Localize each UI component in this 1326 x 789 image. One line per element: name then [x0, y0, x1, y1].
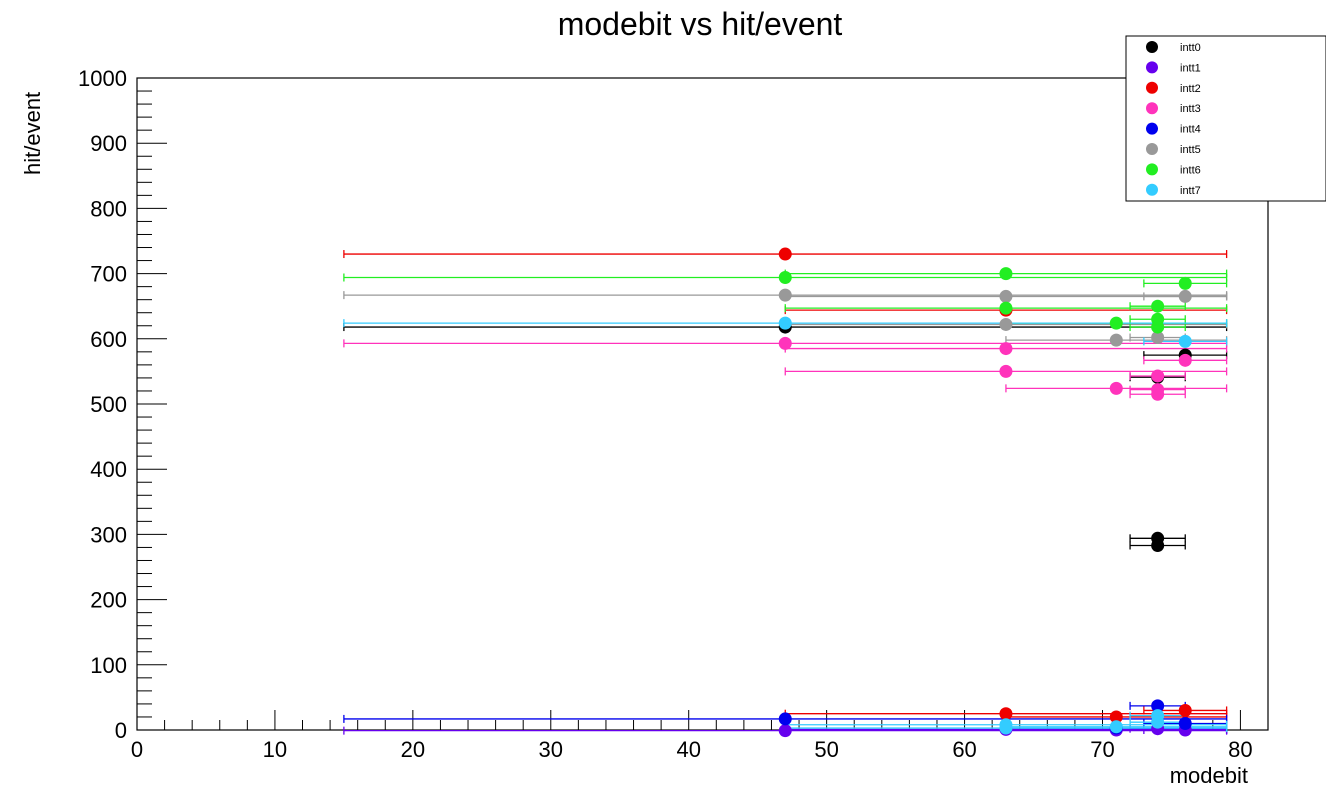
data-point-intt7 [1151, 715, 1165, 729]
data-point-intt3 [999, 342, 1013, 356]
legend-label-intt5: intt5 [1180, 144, 1201, 156]
x-tick-label: 10 [263, 737, 287, 762]
legend-label-intt3: intt3 [1180, 103, 1201, 115]
data-point-intt6 [1109, 316, 1123, 330]
data-point-intt3 [778, 336, 792, 350]
data-point-intt3 [1151, 369, 1165, 383]
y-tick-label: 900 [90, 131, 127, 156]
data-markers [778, 247, 1192, 738]
data-point-intt0 [1151, 538, 1165, 552]
data-point-intt7 [1109, 720, 1123, 734]
legend-label-intt0: intt0 [1180, 42, 1201, 54]
data-point-intt3 [1109, 381, 1123, 395]
data-point-intt2 [1109, 710, 1123, 724]
x-tick-label: 20 [401, 737, 425, 762]
y-tick-label: 0 [115, 718, 127, 743]
legend-label-intt6: intt6 [1180, 164, 1201, 176]
x-axis-title: modebit [1170, 763, 1248, 788]
y-tick-label: 800 [90, 196, 127, 221]
data-point-intt7 [778, 316, 792, 330]
legend-marker-intt2 [1146, 81, 1158, 94]
data-point-intt2 [999, 707, 1013, 721]
data-point-intt6 [999, 301, 1013, 315]
legend: intt0 intt1 intt2 intt3 intt4 intt5 intt6 intt7 [1125, 35, 1326, 202]
axes: 0 10 20 30 40 50 60 70 8001002003004005006007008… [78, 66, 1269, 762]
y-tick-label: 500 [90, 392, 127, 417]
x-tick-label: 80 [1228, 737, 1252, 762]
data-point-intt5 [999, 317, 1013, 331]
data-point-intt6 [1178, 276, 1192, 290]
y-tick-label: 300 [90, 522, 127, 547]
y-tick-label: 100 [90, 653, 127, 678]
x-tick-label: 50 [814, 737, 838, 762]
data-point-intt7 [999, 721, 1013, 735]
data-point-intt6 [778, 271, 792, 285]
legend-marker-intt3 [1146, 102, 1158, 115]
data-point-intt6 [1151, 299, 1165, 313]
data-point-intt4 [1178, 716, 1192, 730]
legend-marker-intt6 [1146, 163, 1158, 176]
data-point-intt4 [1151, 699, 1165, 713]
legend-marker-intt4 [1146, 122, 1158, 135]
data-point-intt3 [999, 364, 1013, 378]
data-point-intt6 [999, 267, 1013, 281]
y-tick-label: 600 [90, 327, 127, 352]
data-point-intt1 [778, 724, 792, 738]
y-tick-label: 200 [90, 588, 127, 613]
data-point-intt3 [1178, 353, 1192, 367]
y-axis-title: hit/event [20, 92, 45, 175]
data-point-intt2 [778, 247, 792, 261]
plot-frame [136, 77, 1269, 731]
data-point-intt6 [1151, 320, 1165, 334]
data-point-intt5 [1178, 289, 1192, 303]
data-point-intt7 [1178, 334, 1192, 348]
legend-marker-intt5 [1146, 143, 1158, 155]
data-point-intt5 [1151, 330, 1165, 344]
x-tick-label: 60 [952, 737, 976, 762]
data-point-intt4 [778, 712, 792, 726]
chart-title: modebit vs hit/event [558, 6, 843, 42]
x-tick-label: 40 [676, 737, 700, 762]
legend-label-intt2: intt2 [1180, 83, 1201, 95]
x-tick-label: 0 [131, 737, 143, 762]
data-point-intt5 [778, 288, 792, 302]
y-tick-label: 1000 [78, 66, 127, 91]
data-point-intt3 [1151, 387, 1165, 401]
y-tick-label: 700 [90, 262, 127, 287]
legend-marker-intt1 [1146, 61, 1158, 74]
data-point-intt5 [1109, 333, 1123, 347]
legend-label-intt4: intt4 [1180, 124, 1201, 136]
x-tick-label: 70 [1090, 737, 1114, 762]
y-tick-label: 400 [90, 457, 127, 482]
data-point-intt5 [999, 289, 1013, 303]
legend-marker-intt0 [1146, 41, 1158, 53]
legend-label-intt7: intt7 [1180, 185, 1201, 197]
legend-marker-intt7 [1146, 183, 1158, 196]
x-tick-label: 30 [539, 737, 563, 762]
legend-label-intt1: intt1 [1180, 62, 1201, 74]
data-point-intt2 [1178, 703, 1192, 717]
legend-box [1125, 35, 1326, 202]
